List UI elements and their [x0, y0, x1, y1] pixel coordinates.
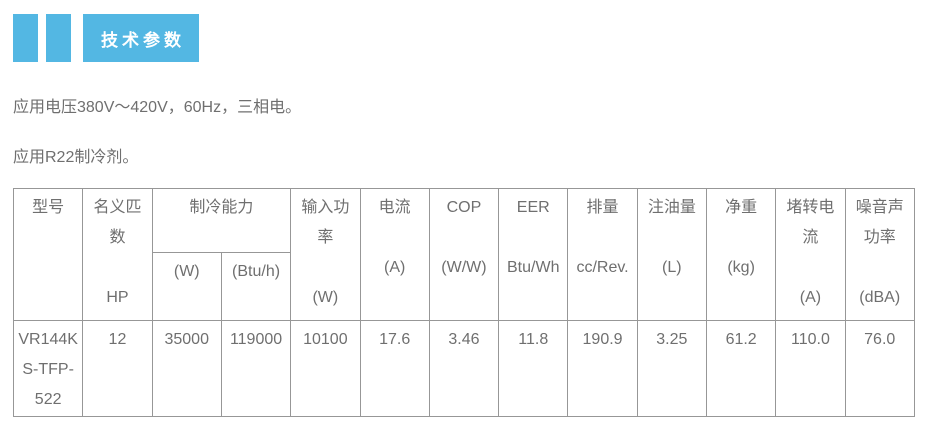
col-header-unit: (W) — [173, 263, 200, 280]
cell-displacement: 190.9 — [567, 320, 638, 417]
col-header-unit: (A) — [799, 289, 822, 306]
cell-net-weight: 61.2 — [705, 320, 777, 417]
col-header-unit: (L) — [662, 259, 682, 276]
col-header-label: 型号 — [32, 199, 65, 216]
col-header-label: 排量 — [586, 199, 619, 216]
col-header-unit: Btu/Wh — [507, 259, 560, 276]
col-header-displacement: 排量 cc/Rev. — [567, 188, 638, 321]
col-header-label: 噪音声功率 — [855, 199, 904, 246]
col-header-label: 输入功率 — [301, 199, 350, 246]
refrigerant-note: 应用R22制冷剂。 — [13, 149, 139, 166]
col-header-cooling-capacity: 制冷能力 — [151, 188, 292, 253]
col-header-unit: HP — [106, 289, 129, 306]
col-header-label: 制冷能力 — [189, 199, 254, 216]
col-header-unit: cc/Rev. — [576, 259, 629, 276]
cell-hp: 12 — [82, 320, 153, 417]
cell-locked-rotor-current: 110.0 — [775, 320, 846, 417]
cell-noise-power: 76.0 — [844, 320, 915, 417]
cell-eer: 11.8 — [498, 320, 569, 417]
col-header-model: 型号 — [12, 188, 84, 321]
cell-cop: 3.46 — [428, 320, 500, 417]
header-row-2: (W) (Btu/h) — [14, 252, 915, 321]
accent-square — [13, 14, 38, 62]
col-header-net-weight: 净重 (kg) — [705, 188, 777, 321]
col-header-cooling-btu: (Btu/h) — [220, 252, 292, 321]
header-row-1: 型号 名义匹数 HP 制冷能力 输入功率 (W) 电流 (A) — [12, 188, 915, 321]
cell-cooling-btu: 119000 — [220, 320, 292, 417]
section-title-banner: 技术参数 — [83, 14, 199, 62]
col-header-locked-rotor-current: 堵转电流 (A) — [775, 188, 846, 321]
col-header-label: 名义匹数 — [93, 199, 142, 246]
cell-current: 17.6 — [359, 320, 430, 417]
cell-cooling-w: 35000 — [151, 320, 222, 417]
col-header-current: 电流 (A) — [359, 188, 430, 321]
voltage-note: 应用电压380V～420V，60Hz，三相电。 — [13, 99, 302, 116]
col-header-label: 净重 — [725, 199, 758, 216]
col-header-label: EER — [516, 199, 550, 216]
col-header-unit: (A) — [383, 259, 406, 276]
col-header-noise-power: 噪音声功率 (dBA) — [844, 188, 915, 321]
section-header: 技术参数 — [13, 14, 930, 62]
col-header-unit: (W/W) — [441, 259, 487, 276]
accent-square — [46, 14, 71, 62]
col-header-unit: (kg) — [727, 259, 755, 276]
intro-text: 应用电压380V～420V，60Hz，三相电。 应用R22制冷剂。 — [0, 98, 930, 168]
col-header-hp: 名义匹数 HP — [82, 188, 153, 321]
col-header-label: 电流 — [378, 199, 411, 216]
table-row: VR144KS-TFP-522 12 35000 119000 10100 17… — [12, 320, 915, 417]
cell-input-power: 10100 — [290, 320, 361, 417]
spec-table: 型号 名义匹数 HP 制冷能力 输入功率 (W) 电流 (A) — [12, 188, 915, 417]
section-title: 技术参数 — [101, 30, 185, 50]
col-header-eer: EER Btu/Wh — [498, 188, 569, 321]
col-header-label: 注油量 — [647, 199, 696, 216]
col-header-unit: (W) — [312, 289, 339, 306]
col-header-label: COP — [446, 199, 482, 216]
cell-oil-charge: 3.25 — [636, 320, 707, 417]
page: 技术参数 应用电压380V～420V，60Hz，三相电。 应用R22制冷剂。 型… — [0, 14, 930, 440]
col-header-cop: COP (W/W) — [428, 188, 500, 321]
col-header-unit: (Btu/h) — [232, 263, 281, 280]
cell-model: VR144KS-TFP-522 — [12, 320, 84, 417]
col-header-label: 堵转电流 — [786, 199, 835, 246]
col-header-unit: (dBA) — [859, 289, 901, 306]
col-header-oil-charge: 注油量 (L) — [636, 188, 707, 321]
col-header-cooling-w: (W) — [151, 252, 222, 321]
col-header-input-power: 输入功率 (W) — [290, 188, 361, 321]
